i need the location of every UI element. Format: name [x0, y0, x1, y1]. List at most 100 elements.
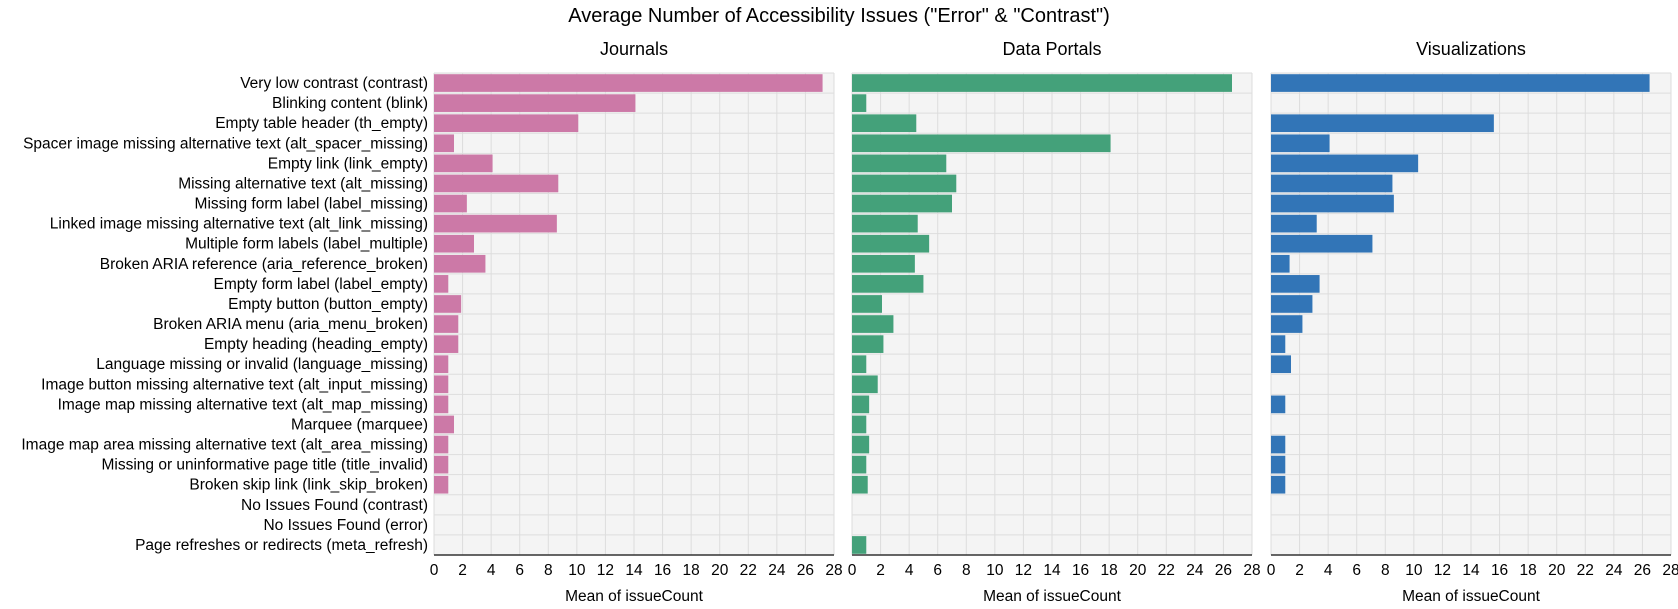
bar — [434, 154, 493, 173]
category-label: Empty table header (th_empty) — [215, 115, 428, 132]
x-tick-label: 14 — [1043, 562, 1061, 579]
bar — [852, 415, 867, 434]
bar — [852, 154, 947, 173]
bar — [852, 74, 1232, 92]
x-tick-label: 26 — [797, 562, 814, 579]
x-tick-label: 6 — [515, 562, 524, 579]
x-tick-label: 14 — [625, 562, 643, 579]
bar — [852, 134, 1111, 153]
category-label: Image button missing alternative text (a… — [41, 376, 428, 393]
category-label: Language missing or invalid (language_mi… — [96, 356, 428, 373]
x-tick-label: 20 — [711, 562, 729, 579]
bar — [852, 455, 867, 474]
x-tick-label: 4 — [487, 562, 496, 579]
category-label: Broken skip link (link_skip_broken) — [189, 477, 428, 494]
x-tick-label: 22 — [1577, 562, 1594, 579]
bar — [434, 234, 474, 253]
bar — [1271, 174, 1393, 193]
bar — [852, 335, 884, 353]
x-tick-label: 6 — [1352, 562, 1361, 579]
bar — [1271, 74, 1650, 92]
category-label: Empty heading (heading_empty) — [204, 336, 428, 353]
category-label: No Issues Found (error) — [263, 517, 428, 534]
bar — [434, 475, 449, 494]
bar — [852, 475, 868, 494]
x-tick-label: 2 — [458, 562, 467, 579]
panel-title: Data Portals — [1002, 39, 1101, 59]
x-tick-label: 12 — [597, 562, 614, 579]
bar — [1271, 315, 1303, 333]
bar — [434, 134, 454, 153]
category-label: Spacer image missing alternative text (a… — [23, 135, 428, 152]
bar — [852, 214, 918, 233]
category-labels: Very low contrast (contrast) Blinking con… — [21, 75, 428, 554]
bar — [434, 455, 449, 474]
x-tick-label: 22 — [1158, 562, 1175, 579]
bar — [1271, 275, 1320, 293]
bar — [1271, 395, 1286, 414]
x-tick-label: 0 — [848, 562, 857, 579]
x-tick-label: 24 — [1605, 562, 1623, 579]
category-label: Blinking content (blink) — [272, 95, 428, 112]
bar — [852, 254, 915, 273]
x-tick-label: 6 — [933, 562, 942, 579]
x-tick-label: 10 — [1405, 562, 1423, 579]
x-tick-label: 18 — [683, 562, 700, 579]
bar — [1271, 335, 1286, 353]
x-tick-label: 26 — [1215, 562, 1232, 579]
bar — [1271, 134, 1330, 153]
category-label: Page refreshes or redirects (meta_refres… — [135, 537, 428, 554]
bar — [852, 375, 878, 394]
bar — [1271, 154, 1419, 173]
bar — [852, 275, 924, 293]
bar — [852, 355, 867, 374]
category-label: Empty button (button_empty) — [228, 296, 428, 313]
category-label: Broken ARIA reference (aria_reference_br… — [100, 256, 428, 273]
x-tick-label: 18 — [1520, 562, 1537, 579]
bar — [434, 375, 449, 394]
category-label: Missing alternative text (alt_missing) — [178, 175, 428, 192]
category-label: Missing or uninformative page title (tit… — [101, 457, 428, 474]
bar — [434, 275, 449, 293]
bar — [852, 315, 894, 333]
x-tick-label: 28 — [1243, 562, 1260, 579]
x-tick-label: 10 — [568, 562, 586, 579]
x-tick-label: 18 — [1101, 562, 1118, 579]
panel-title: Journals — [600, 39, 668, 59]
x-tick-label: 2 — [1295, 562, 1304, 579]
x-tick-label: 8 — [544, 562, 553, 579]
bar — [434, 415, 454, 434]
x-tick-label: 16 — [1072, 562, 1089, 579]
bar — [852, 234, 930, 253]
bar — [1271, 254, 1290, 273]
bar — [852, 114, 917, 133]
bar — [852, 295, 882, 313]
x-axis-label: Mean of issueCount — [983, 588, 1122, 605]
x-axis-label: Mean of issueCount — [565, 588, 704, 605]
x-tick-label: 10 — [986, 562, 1004, 579]
bar — [434, 74, 823, 92]
category-label: Image map missing alternative text (alt_… — [58, 396, 428, 413]
x-tick-label: 12 — [1015, 562, 1032, 579]
bar — [1271, 214, 1317, 233]
bar — [1271, 475, 1286, 494]
bar — [434, 355, 449, 374]
x-tick-label: 0 — [430, 562, 439, 579]
x-tick-label: 16 — [654, 562, 671, 579]
bar — [1271, 295, 1313, 313]
bar — [1271, 435, 1286, 454]
category-label: Very low contrast (contrast) — [240, 75, 428, 92]
bar — [434, 194, 467, 213]
x-tick-label: 16 — [1491, 562, 1508, 579]
x-tick-label: 28 — [825, 562, 842, 579]
bar — [434, 435, 449, 454]
x-tick-label: 8 — [1381, 562, 1390, 579]
x-tick-label: 24 — [768, 562, 786, 579]
chart-title: Average Number of Accessibility Issues (… — [568, 5, 1110, 27]
category-label: Multiple form labels (label_multiple) — [185, 236, 428, 253]
bar — [434, 395, 449, 414]
category-label: Missing form label (label_missing) — [195, 196, 428, 213]
